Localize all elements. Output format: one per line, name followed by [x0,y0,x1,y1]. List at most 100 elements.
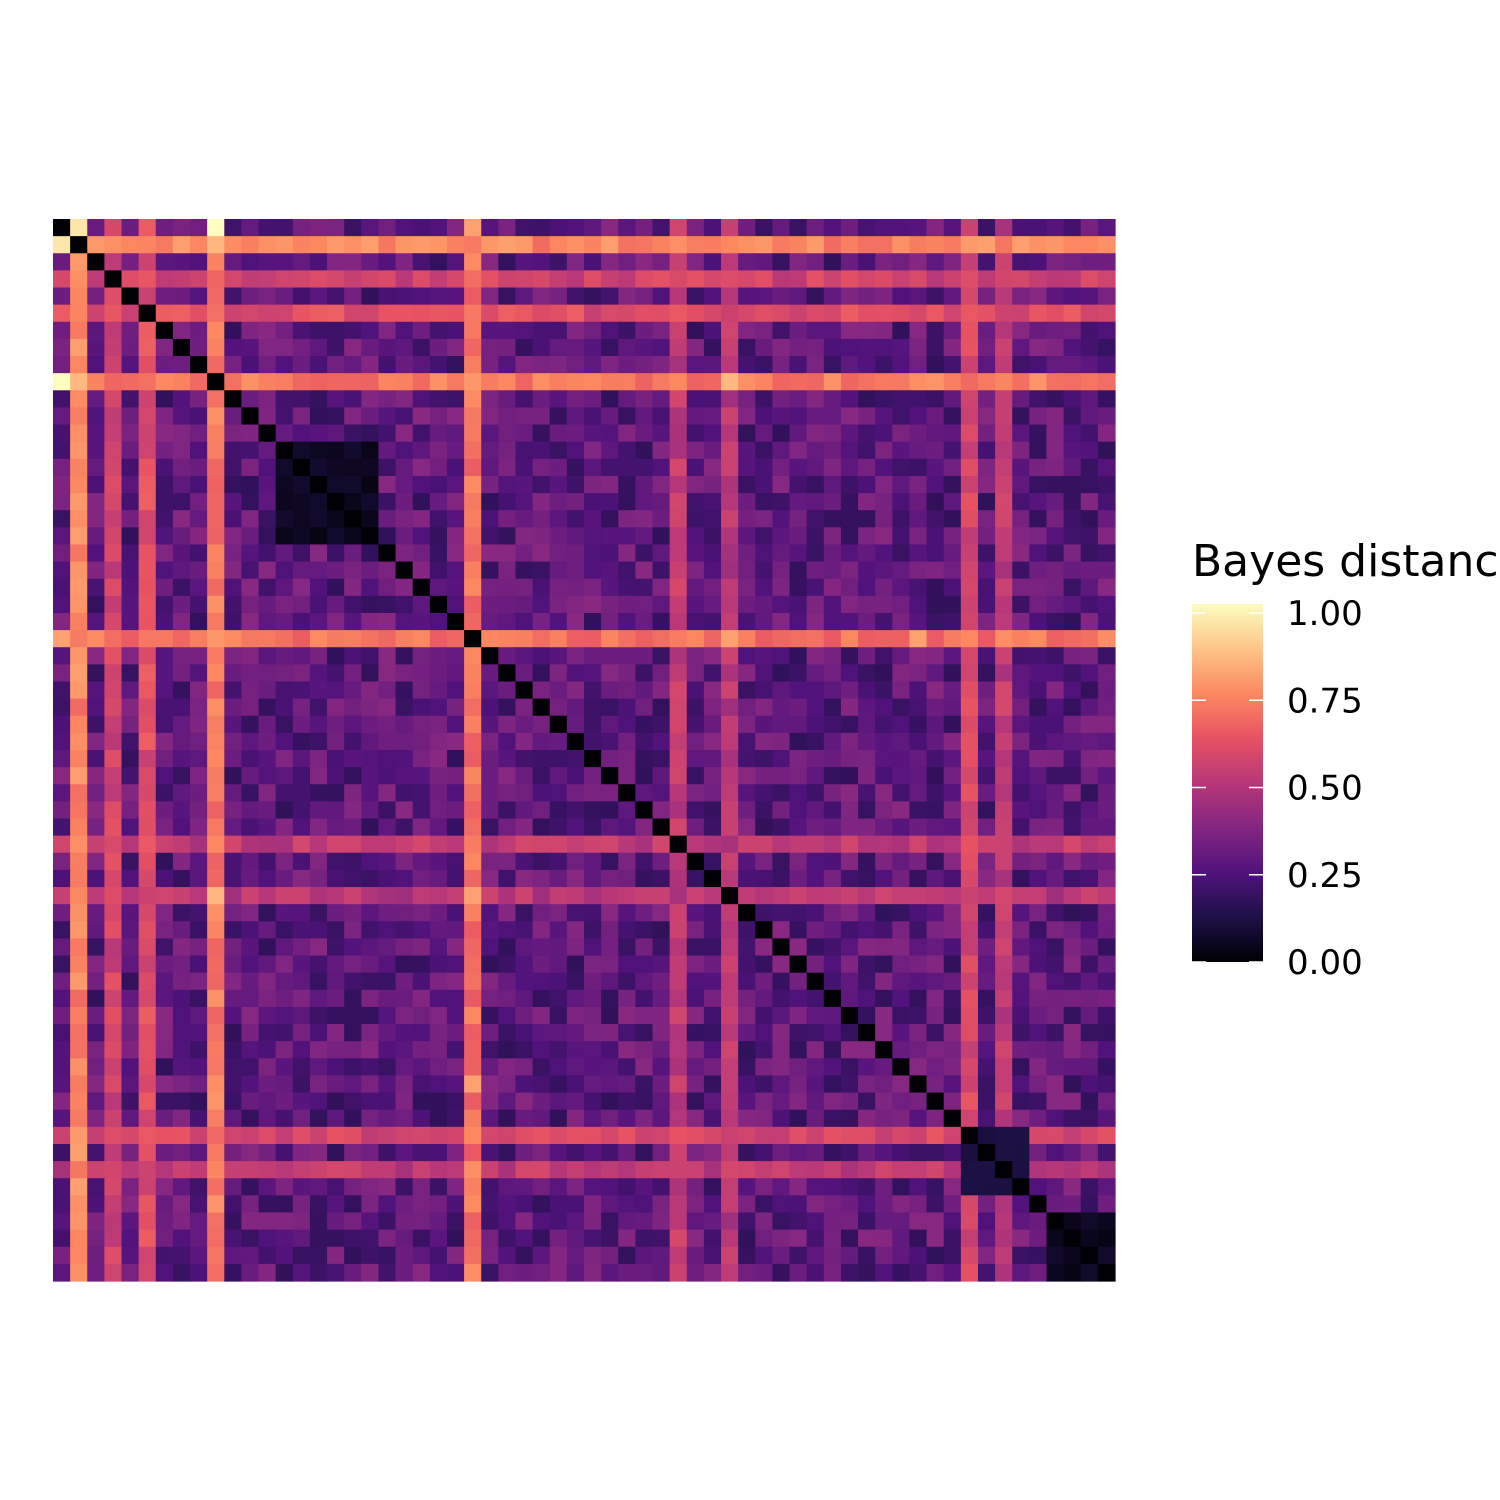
heatmap-cell [275,869,294,888]
heatmap-cell [1012,904,1030,922]
heatmap-cell [292,561,311,580]
heatmap-cell [566,493,585,511]
heatmap-cell [1097,1058,1116,1077]
heatmap-cell [601,664,619,683]
heatmap-cell [566,835,585,854]
heatmap-cell [652,989,671,1008]
heatmap-cell [806,1075,825,1094]
heatmap-cell [806,904,825,922]
heatmap-cell [1029,767,1048,785]
heatmap-cell [652,219,671,237]
heatmap-cell [446,630,465,648]
heatmap-cell [138,1092,157,1111]
heatmap-cell [1029,1041,1048,1059]
heatmap-cell [172,938,191,957]
heatmap-cell [258,338,277,357]
heatmap-cell [138,219,157,237]
heatmap-cell [926,955,945,974]
heatmap-cell [155,835,174,854]
heatmap-cell [840,561,859,580]
heatmap-cell [498,630,517,648]
heatmap-cell [892,681,911,700]
heatmap-cell [1012,1246,1030,1265]
heatmap-cell [121,904,140,922]
heatmap-cell [686,458,705,477]
heatmap-cell [104,698,123,717]
heatmap-cell [464,441,482,460]
heatmap-cell [772,664,791,683]
heatmap-cell [361,441,380,460]
heatmap-cell [138,441,157,460]
heatmap-cell [1097,287,1116,306]
heatmap-cell [1029,612,1048,631]
heatmap-cell [1029,750,1048,768]
heatmap-cell [909,373,928,391]
heatmap-cell [429,1195,448,1214]
heatmap-cell [327,1143,345,1162]
heatmap-cell [840,630,859,648]
heatmap-cell [378,647,397,665]
heatmap-cell [926,561,945,580]
heatmap-cell [635,989,654,1008]
heatmap-cell [823,784,842,802]
heatmap-cell [549,1212,568,1231]
heatmap-cell [1063,544,1082,563]
heatmap-cell [601,424,619,443]
heatmap-cell [840,681,859,700]
heatmap-cell [703,955,722,974]
heatmap-cell [532,818,551,837]
heatmap-cell [464,304,482,323]
heatmap-cell [772,818,791,837]
heatmap-cell [806,887,825,905]
heatmap-cell [378,304,397,323]
heatmap-cell [172,1143,191,1162]
heatmap-cell [892,612,911,631]
heatmap-cell [943,750,962,768]
heatmap-cell [104,1143,123,1162]
heatmap-cell [378,458,397,477]
heatmap-cell [446,578,465,597]
heatmap-cell [138,578,157,597]
heatmap-cell [412,955,431,974]
heatmap-cell [806,681,825,700]
heatmap-cell [224,972,243,991]
heatmap-cell [566,938,585,957]
heatmap-cell [840,989,859,1008]
heatmap-cell [926,801,945,820]
heatmap-cell [327,1229,345,1248]
heatmap-cell [429,373,448,391]
heatmap-cell [977,236,996,254]
heatmap-cell [121,1161,140,1179]
heatmap-cell [686,1126,705,1145]
heatmap-cell [909,236,928,254]
heatmap-cell [755,356,774,374]
heatmap-cell [943,938,962,957]
heatmap-cell [1097,1024,1116,1042]
heatmap-cell [669,304,688,323]
heatmap-cell [840,1143,859,1162]
heatmap-cell [138,561,157,580]
heatmap-cell [960,510,979,528]
heatmap-cell [755,287,774,306]
heatmap-cell [1080,1092,1099,1111]
heatmap-cell [378,407,397,426]
heatmap-cell [995,938,1013,957]
heatmap-cell [395,869,414,888]
heatmap-cell [858,664,876,683]
heatmap-cell [635,612,654,631]
heatmap-cell [875,972,893,991]
heatmap-cell [755,801,774,820]
heatmap-cell [772,852,791,871]
heatmap-cell [926,818,945,837]
heatmap-cell [738,835,756,854]
heatmap-cell [429,989,448,1008]
heatmap-cell [549,458,568,477]
heatmap-cell [207,938,225,957]
heatmap-cell [686,1178,705,1196]
heatmap-cell [292,1178,311,1196]
heatmap-cell [1080,1075,1099,1094]
heatmap-cell [806,715,825,734]
heatmap-cell [172,407,191,426]
heatmap-cell [104,1161,123,1179]
heatmap-cell [960,698,979,717]
